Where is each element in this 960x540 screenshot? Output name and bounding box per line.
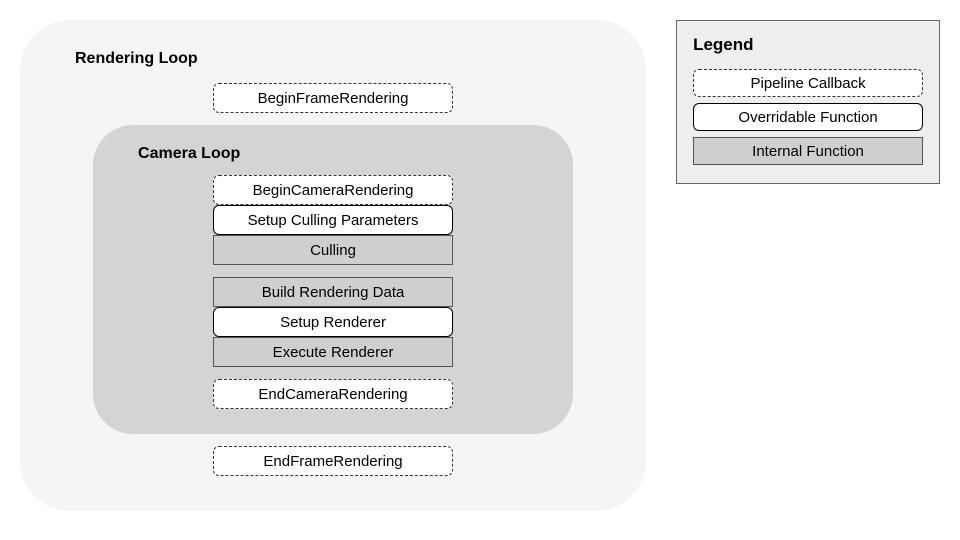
culling-box: Culling bbox=[213, 235, 453, 265]
legend-callback: Pipeline Callback bbox=[693, 69, 923, 97]
rendering-loop-title: Rendering Loop bbox=[75, 50, 596, 68]
rendering-loop-panel: Rendering Loop BeginFrameRendering Camer… bbox=[20, 20, 646, 511]
setup-culling-box: Setup Culling Parameters bbox=[213, 205, 453, 235]
legend-items: Pipeline Callback Overridable Function I… bbox=[693, 69, 923, 165]
begin-frame-box: BeginFrameRendering bbox=[213, 83, 453, 113]
legend-title: Legend bbox=[693, 35, 923, 55]
camera-loop-title: Camera Loop bbox=[138, 145, 533, 163]
legend-internal: Internal Function bbox=[693, 137, 923, 165]
end-camera-box: EndCameraRendering bbox=[213, 379, 453, 409]
legend-overridable: Overridable Function bbox=[693, 103, 923, 131]
camera-loop-stack: BeginCameraRendering Setup Culling Param… bbox=[133, 175, 533, 409]
begin-camera-box: BeginCameraRendering bbox=[213, 175, 453, 205]
camera-loop-panel: Camera Loop BeginCameraRendering Setup C… bbox=[93, 125, 573, 434]
rendering-loop-stack: BeginFrameRendering Camera Loop BeginCam… bbox=[70, 83, 596, 476]
build-data-box: Build Rendering Data bbox=[213, 277, 453, 307]
legend-panel: Legend Pipeline Callback Overridable Fun… bbox=[676, 20, 940, 184]
execute-renderer-box: Execute Renderer bbox=[213, 337, 453, 367]
diagram-container: Rendering Loop BeginFrameRendering Camer… bbox=[20, 20, 940, 511]
end-frame-box: EndFrameRendering bbox=[213, 446, 453, 476]
setup-renderer-box: Setup Renderer bbox=[213, 307, 453, 337]
